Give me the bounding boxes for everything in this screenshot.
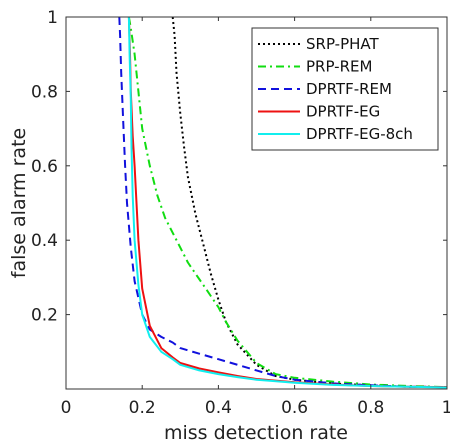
y-tick-label: 0.4 (31, 231, 58, 251)
legend-box (251, 27, 439, 151)
x-tick-label: 0.6 (281, 398, 308, 418)
series-layer (118, 17, 447, 389)
x-tick-label: 0.2 (129, 398, 156, 418)
x-tick-label: 0.8 (357, 398, 384, 418)
series-line-4 (127, 17, 447, 389)
y-tick-label: 1 (47, 8, 58, 28)
legend-label-4: DPRTF-EG-8ch (306, 125, 413, 143)
y-tick-label: 0.6 (31, 157, 58, 177)
y-tick-label: 0.2 (31, 306, 58, 326)
tick-layer: 0 0.2 0.4 0.6 0.8 1 0.2 0.4 0.6 0.8 1 (31, 8, 450, 418)
y-tick-label: 0.8 (31, 82, 58, 102)
legend-label-0: SRP-PHAT (306, 35, 379, 53)
plot-area-border (65, 16, 448, 390)
series-line-2 (118, 17, 447, 389)
x-tick-label: 0.4 (205, 398, 232, 418)
legend-label-2: DPRTF-REM (306, 80, 392, 98)
legend-label-1: PRP-REM (306, 58, 372, 76)
x-tick-label: 1 (442, 398, 450, 418)
series-line-1 (127, 17, 447, 389)
x-axis-label: miss detection rate (164, 422, 348, 444)
x-tick-label: 0 (61, 398, 72, 418)
legend-label-3: DPRTF-EG (306, 103, 380, 121)
y-axis-label: false alarm rate (8, 128, 30, 278)
legend: SRP-PHAT PRP-REM DPRTF-REM DPRTF-EG DPRTF-EG… (251, 27, 439, 151)
